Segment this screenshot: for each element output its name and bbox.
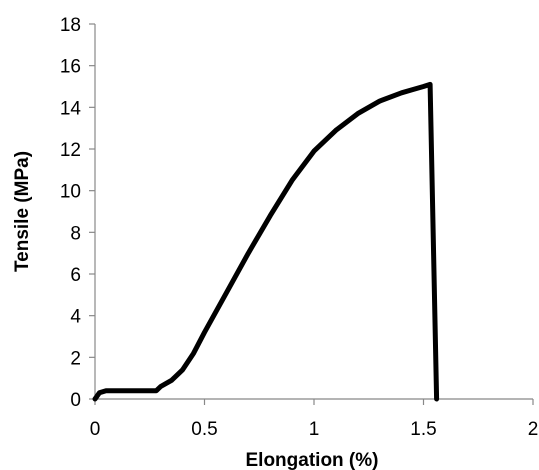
x-ticks: 0 0.5 1 1.5 2 bbox=[90, 399, 539, 440]
y-tick-label: 18 bbox=[60, 15, 81, 36]
y-tick-label: 16 bbox=[60, 57, 81, 78]
y-ticks: 0 2 4 6 8 10 12 14 16 18 bbox=[60, 15, 95, 411]
x-tick-label: 0.5 bbox=[191, 419, 217, 440]
y-tick-label: 6 bbox=[70, 265, 81, 286]
y-axis-title: Tensile (MPa) bbox=[12, 151, 33, 272]
x-tick-label: 1.5 bbox=[410, 419, 436, 440]
x-tick-label: 1 bbox=[309, 419, 320, 440]
y-tick-label: 14 bbox=[60, 98, 82, 119]
x-tick-label: 2 bbox=[528, 419, 539, 440]
x-tick-label: 0 bbox=[90, 419, 101, 440]
y-tick-label: 2 bbox=[70, 348, 81, 369]
y-tick-label: 8 bbox=[70, 223, 81, 244]
y-tick-label: 4 bbox=[70, 307, 81, 328]
stress-strain-line bbox=[92, 81, 440, 402]
y-tick-label: 0 bbox=[70, 390, 81, 411]
x-axis-title: Elongation (%) bbox=[246, 450, 379, 470]
series bbox=[92, 81, 440, 402]
y-tick-label: 12 bbox=[60, 140, 81, 161]
y-tick-label: 10 bbox=[60, 182, 81, 203]
